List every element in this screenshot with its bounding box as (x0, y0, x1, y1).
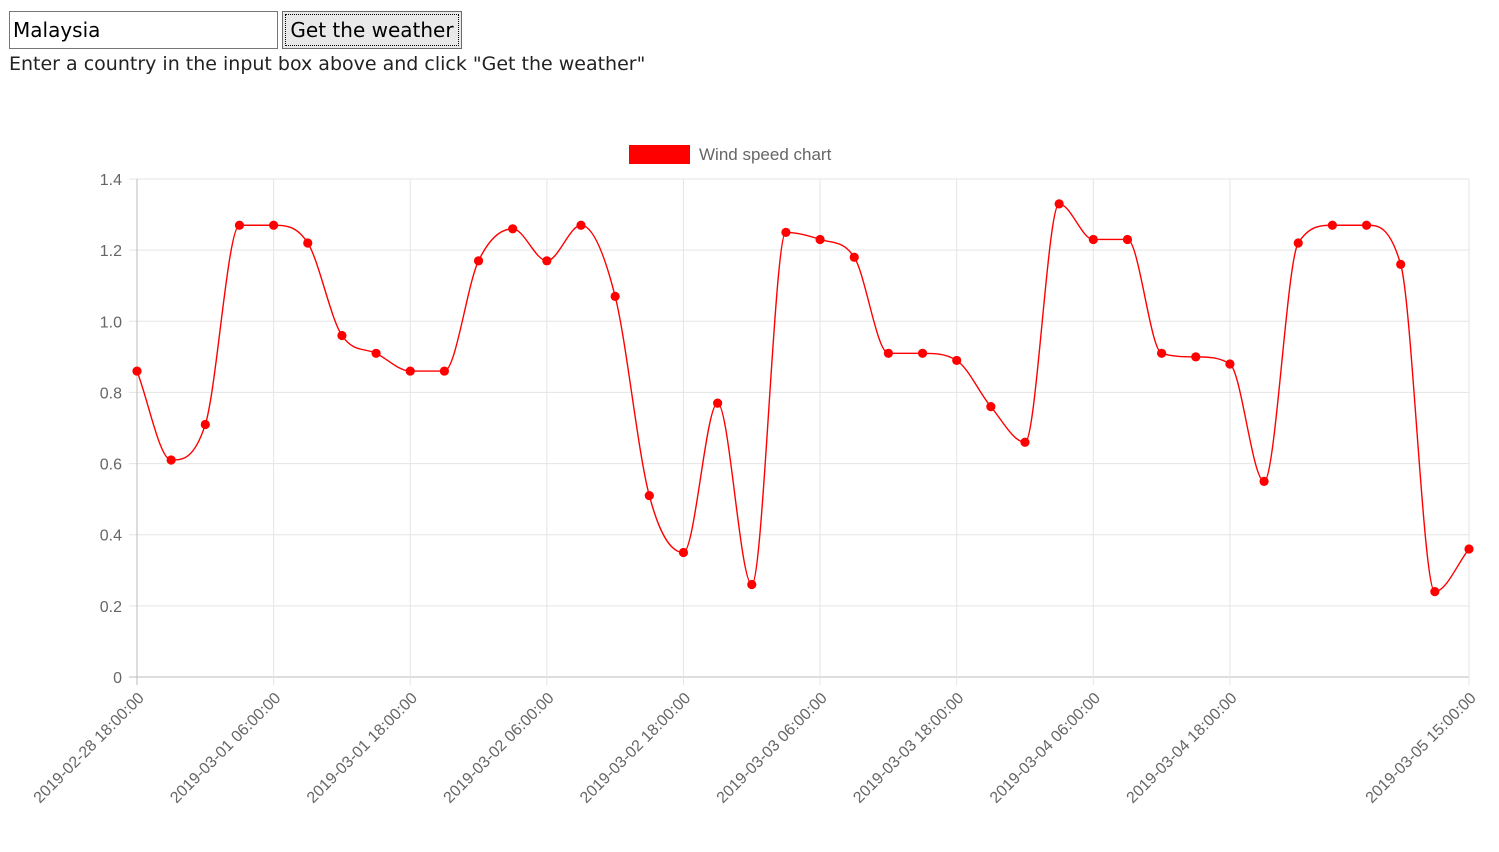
y-tick-label: 0.2 (100, 599, 122, 616)
data-point (952, 355, 962, 366)
data-point (1361, 220, 1372, 230)
data-point (371, 348, 381, 358)
data-point (1259, 476, 1269, 486)
data-point (610, 291, 620, 301)
data-point (576, 220, 586, 230)
y-tick-label: 0.6 (100, 457, 122, 474)
y-tick-label: 0.4 (100, 528, 122, 545)
data-point (815, 234, 825, 245)
y-tick-label: 0 (113, 670, 122, 687)
series-line (136, 203, 1470, 593)
x-tick-label: 2019-03-04 06:00:00 (987, 690, 1104, 807)
data-point (542, 256, 552, 266)
x-tick-label: 2019-03-04 18:00:00 (1124, 690, 1241, 807)
data-point (200, 419, 210, 430)
data-point (747, 579, 757, 590)
x-tick-label: 2019-03-01 18:00:00 (304, 690, 421, 807)
search-form: Get the weather (9, 11, 462, 49)
x-tick-label: 2019-03-05 15:00:00 (1363, 690, 1480, 807)
data-point (1396, 259, 1406, 269)
y-tick-label: 1.0 (100, 314, 122, 331)
data-point (1225, 359, 1235, 369)
legend[interactable]: Wind speed chart (629, 145, 832, 164)
x-tick-label: 2019-03-02 18:00:00 (577, 690, 694, 807)
data-point (1020, 437, 1030, 447)
data-point (405, 366, 415, 376)
y-tick-label: 0.8 (100, 385, 122, 402)
axis-layer: 0 0.2 0.4 0.6 0.8 1.0 1.2 1.4 2019-02-28 18:00:0… (31, 172, 1480, 807)
data-point (678, 547, 689, 558)
y-tick-label: 1.2 (100, 243, 122, 260)
data-point (439, 366, 449, 376)
data-point (883, 348, 893, 358)
x-tick-label: 2019-03-03 18:00:00 (850, 690, 967, 807)
data-point (713, 398, 723, 408)
data-point (1054, 199, 1064, 209)
data-point (644, 490, 654, 501)
data-point (1122, 234, 1133, 245)
series-points-layer (132, 199, 1474, 597)
data-point (917, 348, 928, 358)
data-point (473, 256, 484, 266)
data-point (849, 252, 859, 262)
data-point (234, 220, 245, 230)
legend-label: Wind speed chart (699, 145, 832, 164)
data-point (1157, 348, 1167, 358)
instructions-text: Enter a country in the input box above a… (9, 53, 646, 75)
data-point (781, 227, 791, 237)
legend-item[interactable]: Wind speed chart (629, 145, 832, 164)
data-point (337, 330, 347, 341)
y-tick-label: 1.4 (100, 172, 122, 189)
country-input[interactable] (9, 11, 278, 49)
data-point (1191, 352, 1201, 362)
data-point (303, 238, 313, 248)
x-tick-label: 2019-02-28 18:00:00 (31, 690, 148, 807)
get-weather-button[interactable]: Get the weather (282, 11, 462, 49)
x-tick-label: 2019-03-03 06:00:00 (714, 690, 831, 807)
data-point (132, 366, 142, 376)
data-point (166, 455, 176, 465)
data-point (508, 224, 518, 234)
legend-swatch (629, 145, 690, 164)
grid-layer (129, 178, 1470, 685)
data-point (1464, 544, 1474, 554)
data-point (1293, 238, 1303, 248)
data-point (269, 220, 279, 230)
data-point (986, 402, 996, 412)
series-line-layer (136, 203, 1470, 593)
data-point (1327, 220, 1337, 230)
x-tick-label: 2019-03-02 06:00:00 (441, 690, 558, 807)
data-point (1088, 234, 1098, 245)
data-point (1430, 587, 1440, 597)
x-tick-label: 2019-03-01 06:00:00 (167, 690, 284, 807)
